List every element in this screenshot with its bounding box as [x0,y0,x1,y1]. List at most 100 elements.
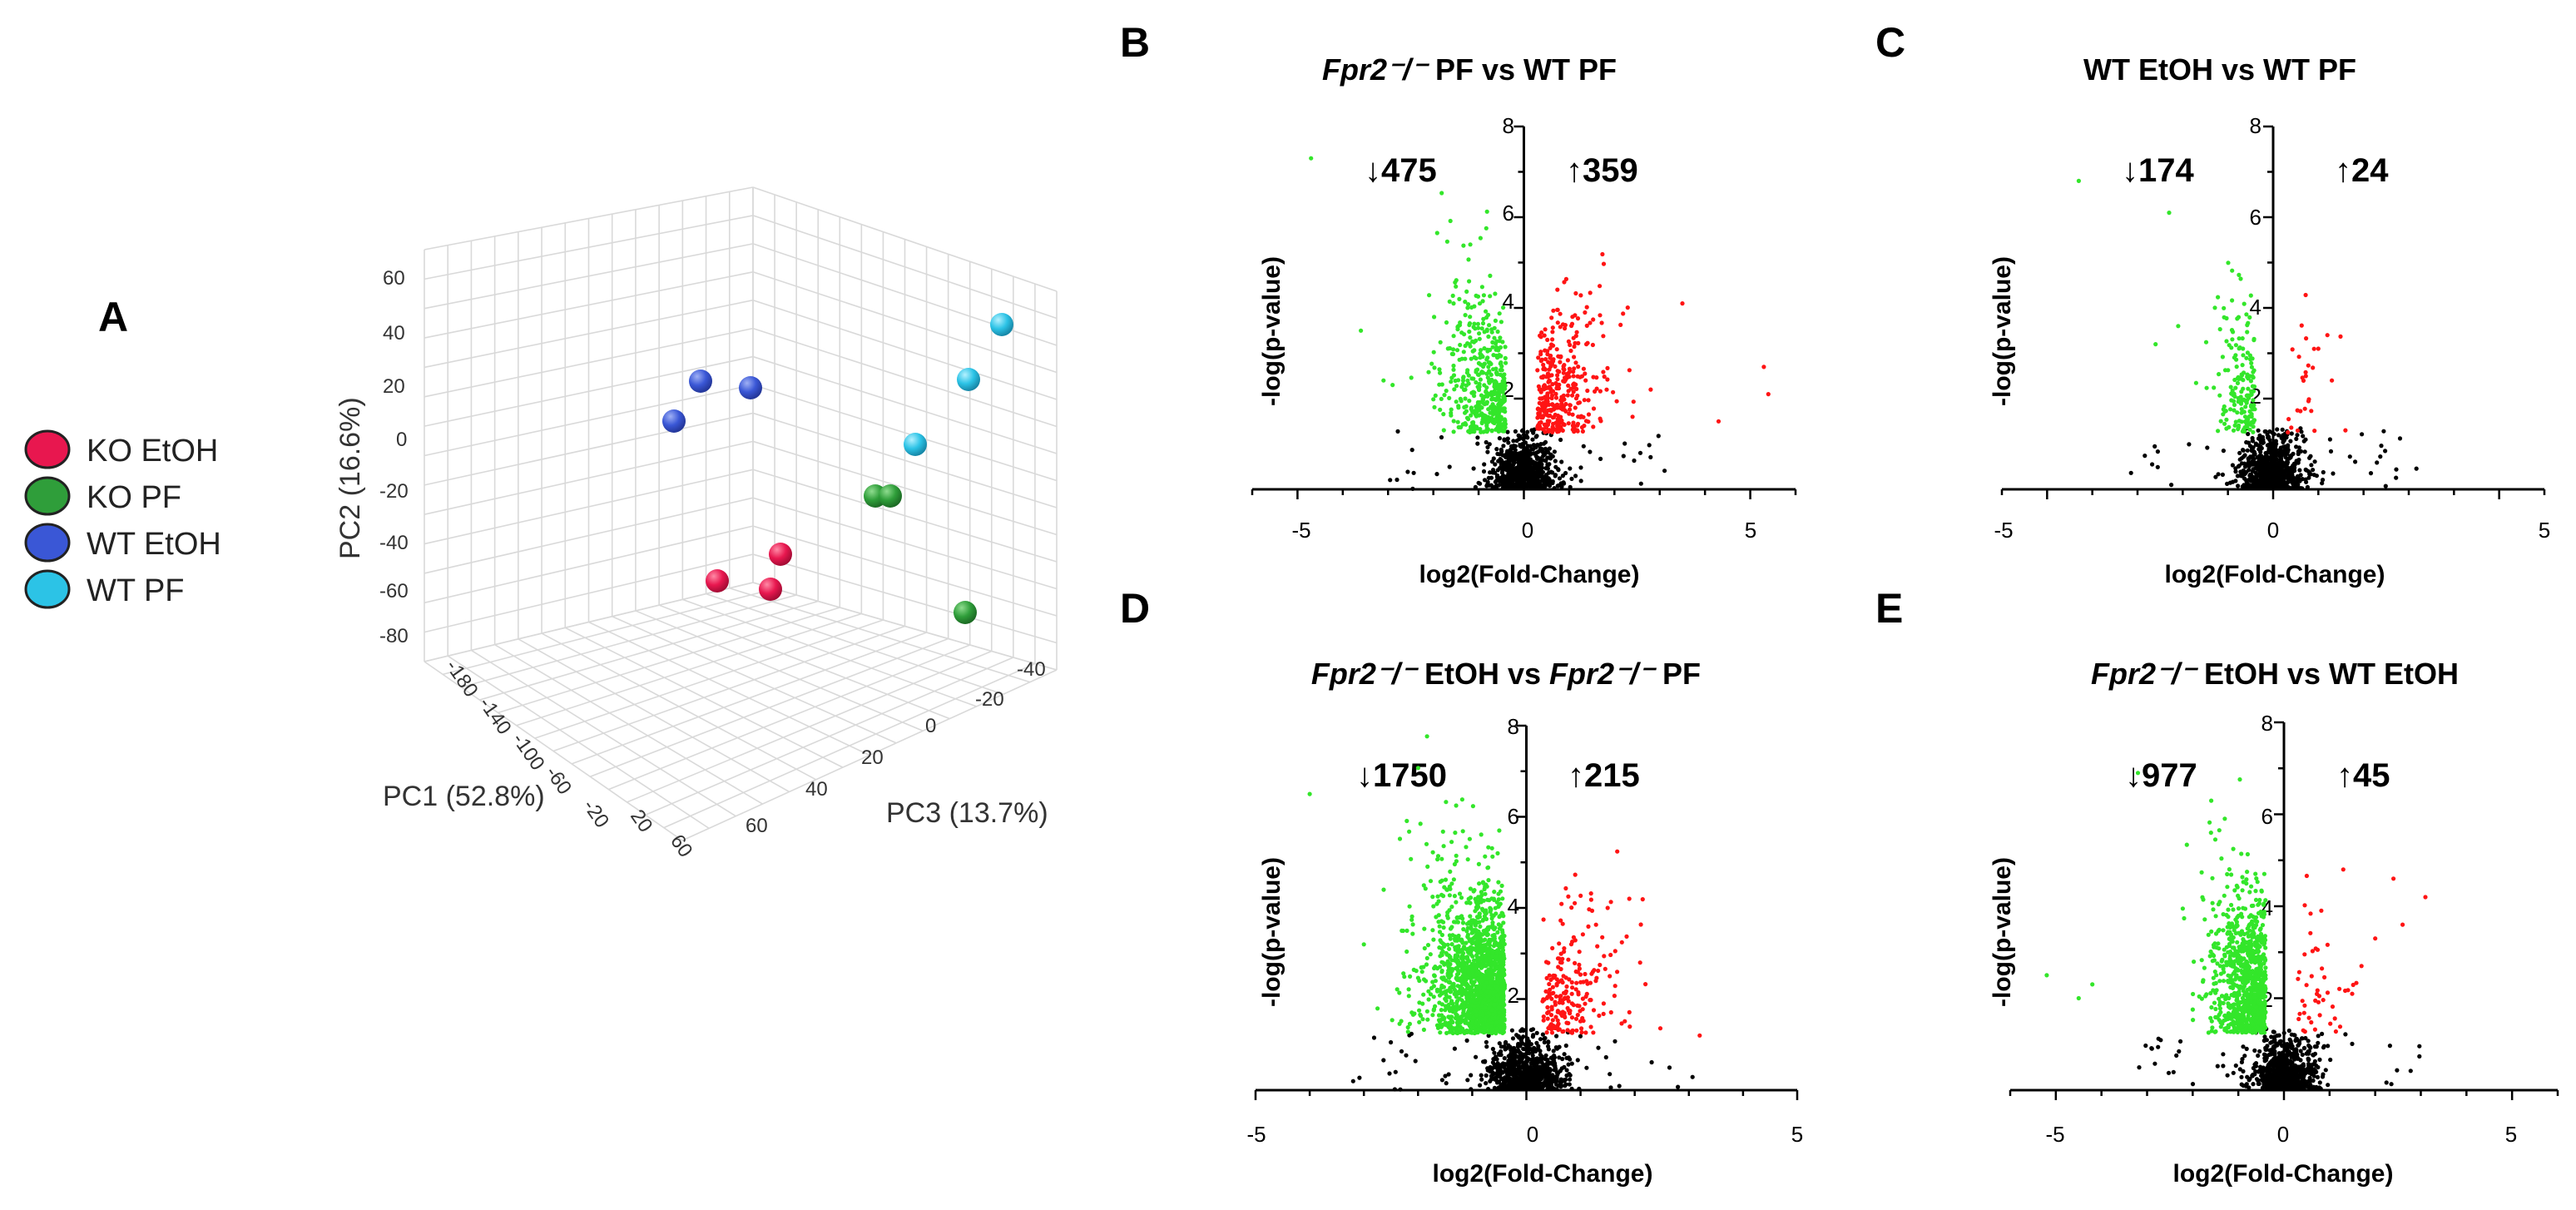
grid-line [752,355,1058,454]
gene-point-down [1447,975,1452,980]
gene-point-ns [2312,459,2317,464]
grid-line [424,299,754,369]
gene-point-down [1472,348,1477,353]
gene-point-ns [1388,478,1393,483]
gene-point-down [1454,977,1460,982]
gene-point-down [1502,383,1507,388]
legend-swatch-wt-etoh [24,523,71,563]
pc3-tick: 20 [861,746,884,769]
panel-c-letter: C [1875,19,1905,66]
gene-point-ns [1546,1044,1551,1049]
gene-point-up [1625,305,1630,310]
pca-points [662,313,1013,624]
gene-point-ns [1465,1078,1470,1083]
gene-point-down [1418,821,1423,826]
gene-point-up [2296,355,2301,360]
gene-point-down [2233,385,2238,390]
gene-point-up [1601,334,1606,339]
gene-point-down [1487,419,1492,424]
gene-point-down [1499,354,1503,359]
gene-point-down [1463,410,1468,415]
gene-point-ns [1533,434,1538,439]
gene-point-up [1550,415,1555,420]
gene-point-down [1476,325,1481,330]
gene-point-down [1469,305,1474,310]
gene-point-ns [2276,480,2281,485]
gene-point-ns [1510,1067,1515,1073]
gene-point-ns [1496,1074,1501,1079]
gene-point-ns [1509,1028,1514,1033]
gene-point-up [1567,374,1572,379]
gene-point-ns [1496,1062,1501,1067]
gene-point-ns [1508,1056,1513,1061]
x-tick: 5 [1745,518,1756,543]
gene-point-down [2243,404,2248,409]
gene-point-ns [2283,464,2289,470]
gene-point-ns [1471,466,1476,471]
gene-point-ns [1542,1074,1547,1079]
gene-point-down [1448,886,1453,891]
gene-point-ns [2297,479,2302,484]
gene-point-ns [1478,1083,1483,1088]
grid-line [589,637,949,777]
gene-point-ns [1527,450,1532,456]
gene-point-up [1566,421,1571,426]
gene-point-ns [2155,464,2160,469]
gene-point-ns [1489,1066,1494,1071]
gene-point-down [2204,385,2209,390]
gene-point-ns [1499,470,1505,475]
gene-point-ns [1667,1065,1672,1070]
gene-point-up [1563,409,1568,414]
gene-point-ns [1490,1070,1495,1075]
gene-point-down [2217,372,2222,377]
gene-point-ns [1495,451,1500,457]
gene-point-down [1447,893,1452,898]
gene-point-ns [2281,437,2286,442]
gene-point-down [2076,178,2081,183]
gene-point-ns [2285,451,2290,457]
gene-point-ns [1484,1044,1489,1049]
gene-point-ns [2302,449,2307,454]
gene-point-down [1479,393,1484,398]
gene-point-down [1489,846,1494,850]
gene-point-down [1451,334,1456,339]
gene-point-up [1680,301,1685,306]
gene-point-down [1461,950,1466,956]
gene-point-up [2338,334,2343,339]
gene-point-down [1438,407,1443,412]
gene-point-ns [2281,444,2286,449]
gene-point-down [2244,312,2249,317]
gene-point-ns [2237,450,2242,456]
gene-point-down [1397,836,1403,841]
gene-point-up [2316,346,2321,351]
gene-point-ns [2291,451,2296,457]
gene-point-up [1571,374,1576,379]
gene-point-up [1548,389,1553,394]
gene-point-down [1441,412,1446,417]
gene-point-ns [1502,1064,1507,1069]
gene-point-ns [1608,1072,1612,1077]
gene-point-up [1571,389,1576,394]
pc3-axis-title: PC3 (13.7%) [886,797,1048,829]
panel-b: B Fpr2⁻/⁻ PF vs WT PF ↓475 ↑359 log2(Fol… [1120,19,1797,588]
gene-point-ns [2280,427,2285,432]
gene-point-up [2302,406,2307,411]
gene-point-up [1611,389,1616,394]
gene-point-ns [1533,1081,1538,1086]
gene-point-down [1484,389,1489,394]
gene-point-down [1496,348,1501,353]
grid-line [424,384,754,457]
gene-point-down [1498,384,1503,389]
gene-point-ns [1548,1060,1553,1065]
gene-point-down [1463,396,1468,401]
gene-point-up [1543,327,1548,332]
gene-point-down [1461,243,1466,248]
gene-point-ns [1562,481,1567,486]
gene-point-ns [1495,1068,1500,1073]
gene-point-ns [1656,434,1661,439]
gene-point-ns [2414,466,2419,471]
gene-point-down [1502,399,1507,404]
gene-point-ns [1543,1053,1548,1058]
gene-point-ns [2246,431,2251,437]
gene-point-ns [1569,1061,1574,1066]
